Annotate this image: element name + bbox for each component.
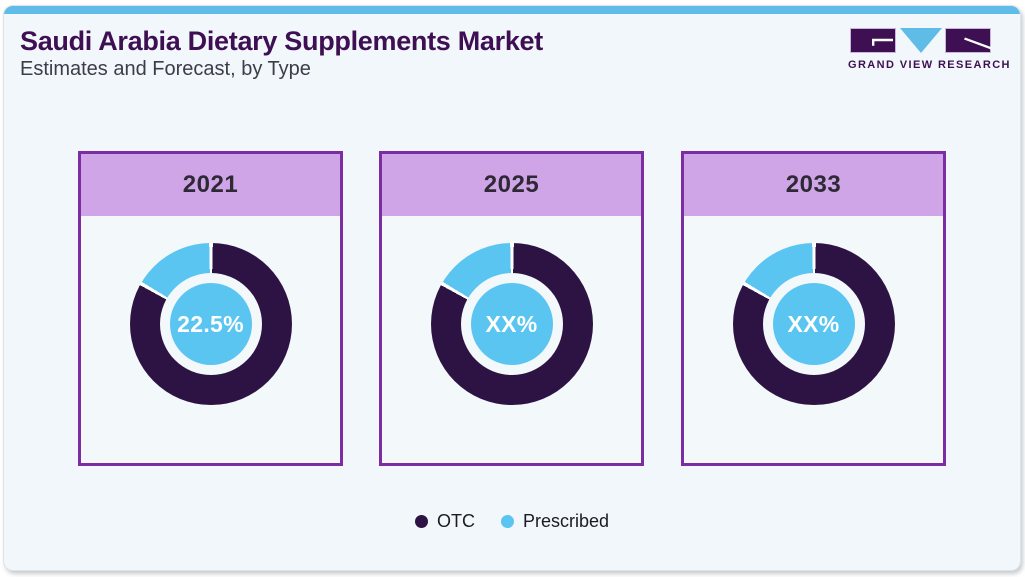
legend-item-prescribed: Prescribed [500,511,610,532]
panel-2033: 2033 XX% [681,151,946,466]
legend-item-otc: OTC [414,511,475,532]
legend-label: Prescribed [522,511,610,531]
donut-chart-2033: XX% [732,243,895,405]
donut-chart-2021: 22.5% [129,243,292,405]
gvr-logo-text: GRAND VIEW RESEARCH [848,59,1011,71]
gvr-logo-g-mark [871,38,893,46]
panel-2033-body: XX% [684,216,943,463]
page-title: Saudi Arabia Dietary Supplements Market [20,26,543,56]
panel-2025-header: 2025 [382,154,641,216]
gvr-logo-icon [849,28,991,53]
gvr-logo-v-triangle [899,28,942,53]
header: Saudi Arabia Dietary Supplements Market … [20,27,543,81]
prescribed-legend-dot-icon [500,515,514,528]
chart-legend: OTC Prescribed [4,511,1020,532]
grand-view-research-logo: GRAND VIEW RESEARCH [848,28,1011,71]
page-subtitle: Estimates and Forecast, by Type [20,58,311,81]
panel-2021-body: 22.5% [81,216,340,463]
panel-2021-header: 2021 [81,154,340,216]
infographic-card: Saudi Arabia Dietary Supplements Market … [3,5,1021,571]
panel-year-label: 2025 [483,171,540,198]
panel-2033-header: 2033 [684,154,943,216]
donut-center-value: XX% [470,283,553,365]
donut-center-value: XX% [772,283,855,365]
panel-year-label: 2021 [182,171,239,198]
otc-legend-dot-icon [414,515,428,528]
top-accent-bar [4,6,1020,14]
panel-year-label: 2033 [785,171,842,198]
donut-center-value: 22.5% [169,283,252,365]
legend-label: OTC [436,511,475,531]
panel-2025: 2025 XX% [379,151,644,466]
panel-2021: 2021 22.5% [78,151,343,466]
gvr-logo-r-mark [963,37,991,50]
panel-2025-body: XX% [382,216,641,463]
donut-chart-2025: XX% [430,243,593,405]
